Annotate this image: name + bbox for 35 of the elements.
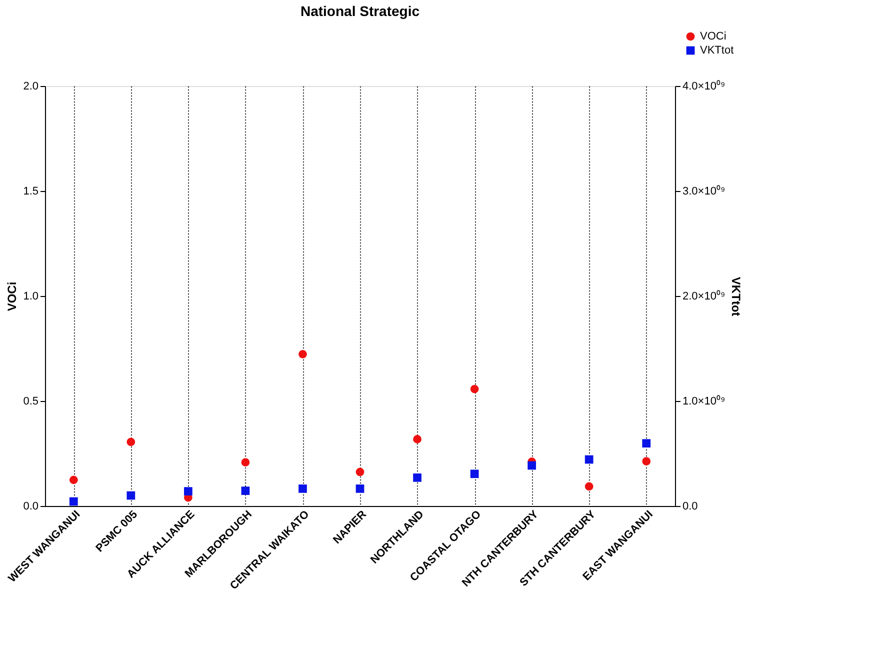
point bbox=[356, 484, 364, 493]
y-tick-label: 1.0 bbox=[23, 290, 38, 302]
chart-title: National Strategic bbox=[300, 3, 420, 19]
y-axis-title: VOCi bbox=[5, 282, 20, 312]
point bbox=[126, 438, 136, 446]
point bbox=[642, 457, 651, 466]
y2-axis-title: VKTtot bbox=[729, 276, 744, 316]
point bbox=[470, 384, 479, 394]
y2-tick-label: 3.0×10⁰⁹ bbox=[682, 184, 726, 198]
legend-label: VKTtot bbox=[700, 44, 734, 56]
point bbox=[298, 484, 307, 493]
point bbox=[69, 497, 78, 506]
y-tick-label: 1.5 bbox=[23, 186, 38, 198]
point bbox=[241, 486, 250, 495]
point bbox=[356, 468, 364, 476]
legend-label: VOCi bbox=[700, 30, 726, 42]
point bbox=[584, 482, 594, 491]
y-tick-label: 0.5 bbox=[23, 396, 38, 408]
point bbox=[241, 458, 250, 466]
point bbox=[184, 487, 192, 496]
point bbox=[413, 473, 422, 482]
y2-tick-label: 0.0 bbox=[682, 500, 698, 512]
y2-tick-label: 1.0×10⁰⁹ bbox=[682, 394, 726, 408]
point bbox=[470, 470, 479, 478]
point bbox=[584, 455, 594, 464]
point bbox=[528, 461, 536, 470]
point bbox=[69, 476, 78, 484]
point bbox=[298, 350, 307, 358]
y2-tick-label: 2.0×10⁰⁹ bbox=[682, 290, 726, 302]
y2-tick-label: 4.0×10⁰⁹ bbox=[682, 80, 726, 92]
point bbox=[642, 439, 651, 448]
y-tick-label: 0.0 bbox=[23, 500, 38, 512]
y-tick-label: 2.0 bbox=[23, 80, 38, 92]
point bbox=[126, 491, 136, 500]
point bbox=[413, 435, 422, 444]
